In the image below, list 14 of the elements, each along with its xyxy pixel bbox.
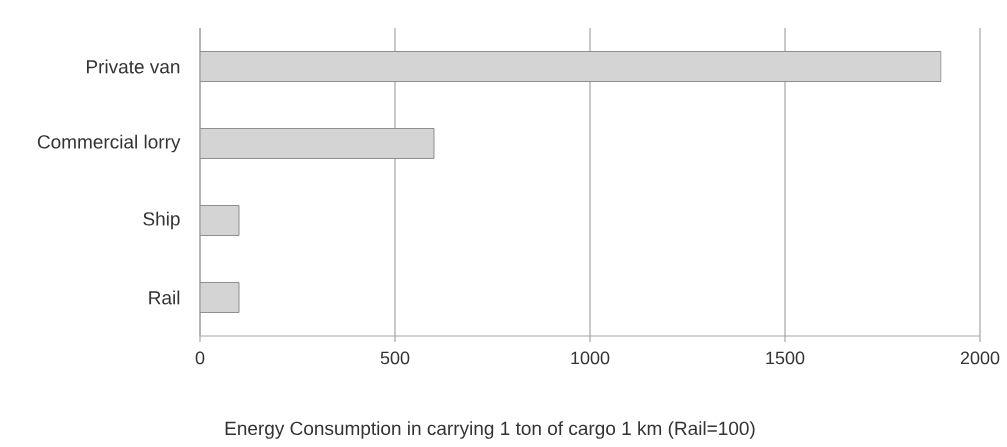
x-axis-title: Energy Consumption in carrying 1 ton of cargo 1 km (Rail=100) [225, 421, 755, 439]
y-tick-label: Rail [149, 290, 180, 305]
x-tick-label: 0 [195, 351, 205, 365]
x-tick-label: 1000 [571, 351, 610, 365]
x-tick-label: 2000 [960, 351, 1000, 365]
x-tick-label: 500 [380, 351, 410, 365]
y-tick-label: Commercial lorry [37, 134, 181, 153]
y-tick-label: Private van [86, 59, 180, 74]
x-tick-label: 1500 [766, 351, 805, 365]
y-tick-label: Ship [143, 211, 180, 230]
bar [200, 204, 240, 236]
bar [200, 281, 240, 313]
bar [200, 51, 942, 82]
bar [200, 128, 435, 159]
